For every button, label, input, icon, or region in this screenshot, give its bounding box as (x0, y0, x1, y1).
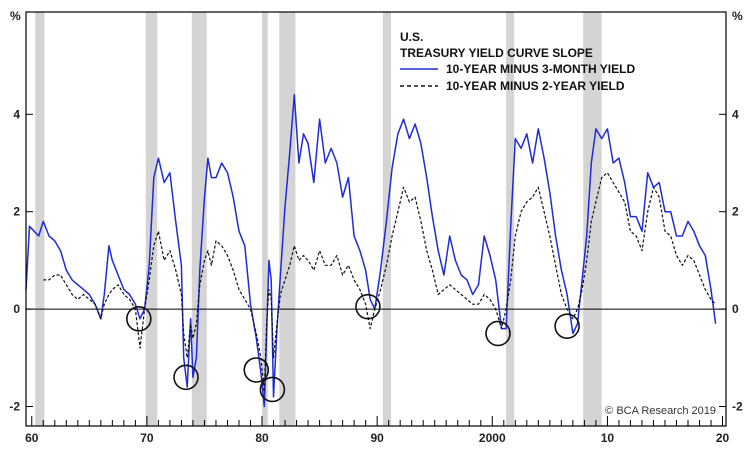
plot-frame (25, 11, 727, 427)
chart-title: U.S. TREASURY YIELD CURVE SLOPE (400, 30, 593, 60)
legend-label-3-month: 10-YEAR MINUS 3-MONTH YIELD (446, 62, 635, 76)
recession-band-3 (191, 12, 207, 426)
legend: 10-YEAR MINUS 3-MONTH YIELD 10-YEAR MINU… (400, 62, 635, 93)
x-tick-label: 60 (25, 431, 39, 445)
y-tick-label-left: -2 (9, 400, 20, 414)
series-lines (25, 94, 717, 408)
right-unit-label: % (732, 9, 743, 23)
x-tick-label: 90 (370, 431, 384, 445)
y-tick-label-right: 0 (732, 302, 739, 316)
inversion-circle-7 (554, 313, 580, 339)
y-tick-label-left: 4 (13, 107, 20, 121)
x-tick-label: 2000 (479, 431, 506, 445)
inversion-circle-2 (173, 364, 199, 391)
recession-band-5 (279, 12, 296, 426)
source-credit: © BCA Research 2019 (605, 405, 716, 417)
recession-band-8 (583, 12, 602, 426)
y-tick-label-left: 2 (13, 205, 20, 219)
y-tick-label-left: 0 (13, 302, 20, 316)
axes: 60 70 80 90 2000 10 20 -2 -2 0 0 2 2 4 4 (9, 107, 743, 445)
inversion-circle-5 (355, 293, 381, 320)
recession-band-4 (262, 12, 268, 426)
x-tick-label: 20 (716, 431, 730, 445)
y-tick-label-right: 2 (732, 205, 739, 219)
recession-band-7 (506, 12, 515, 426)
recession-band-1 (35, 12, 45, 426)
title-line-2: TREASURY YIELD CURVE SLOPE (400, 46, 593, 60)
y-tick-label-right: -2 (732, 400, 743, 414)
y-tick-label-right: 4 (732, 107, 739, 121)
series-line-1 (25, 94, 717, 408)
inversion-circle-6 (485, 320, 511, 347)
x-tick-label: 10 (601, 431, 615, 445)
inversion-markers (126, 293, 580, 403)
title-line-1: U.S. (400, 30, 423, 44)
legend-label-2-year: 10-YEAR MINUS 2-YEAR YIELD (446, 79, 625, 93)
x-tick-label: 80 (255, 431, 269, 445)
left-unit-label: % (10, 9, 21, 23)
inversion-circle-3 (243, 357, 270, 383)
inversion-circle-1 (126, 306, 152, 332)
inversion-circle-4 (259, 376, 286, 403)
x-tick-label: 70 (140, 431, 154, 445)
